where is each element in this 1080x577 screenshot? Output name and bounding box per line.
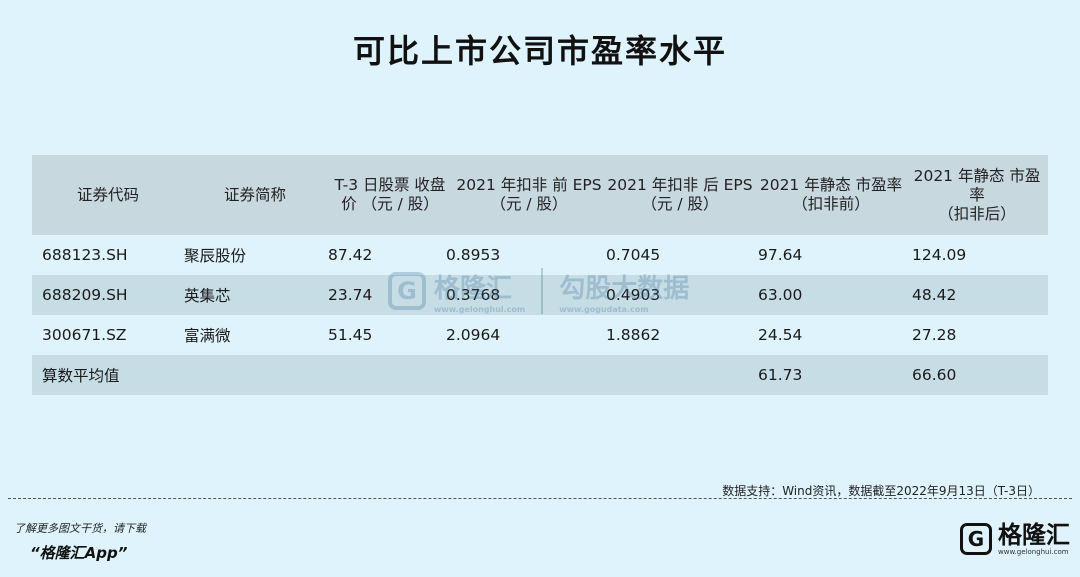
data-source-note: 数据支持：Wind资讯，数据截至2022年9月13日（T-3日） bbox=[722, 484, 1040, 498]
promo-text: 了解更多图文干货，请下载 bbox=[14, 522, 146, 535]
watermark-name: 格隆汇 www.gelonghui.com bbox=[434, 274, 526, 314]
header-security-code: 证券代码 bbox=[76, 185, 139, 204]
cell-price: 23.74 bbox=[328, 286, 373, 304]
cell-pe-after: 124.09 bbox=[912, 246, 967, 264]
dashed-divider bbox=[8, 498, 1072, 499]
header-eps-after: 2021 年扣非 后 EPS （元 / 股） bbox=[607, 176, 753, 213]
header-pe-before: 2021 年静态 市盈率 （扣非前） bbox=[759, 176, 903, 213]
cell-pe-after: 27.28 bbox=[912, 326, 957, 344]
pe-comparison-table: 证券代码 证券简称 T-3 日股票 收盘价 （元 / 股） 2021 年扣非 前… bbox=[32, 155, 1048, 395]
page-title: 可比上市公司市盈率水平 bbox=[352, 32, 727, 70]
cell-code: 688209.SH bbox=[42, 286, 128, 304]
cell-code: 688123.SH bbox=[42, 246, 128, 264]
cell-pe-before: 97.64 bbox=[758, 246, 803, 264]
cell-price: 87.42 bbox=[328, 246, 373, 264]
cell-name: 英集芯 bbox=[184, 287, 231, 305]
cell-eps-after: 0.4903 bbox=[606, 286, 661, 304]
cell-pe-before: 61.73 bbox=[758, 366, 803, 384]
table-row: 688209.SH 英集芯 23.74 0.3768 0.4903 63.00 … bbox=[32, 275, 1048, 315]
app-name: “格隆汇App” bbox=[30, 544, 128, 562]
brand-logo: G 格隆汇 www.gelonghui.com bbox=[960, 522, 1070, 556]
cell-eps-before: 0.8953 bbox=[446, 246, 501, 264]
cell-pe-before: 63.00 bbox=[758, 286, 803, 304]
table-row: 688123.SH 聚辰股份 87.42 0.8953 0.7045 97.64… bbox=[32, 235, 1048, 275]
cell-code: 300671.SZ bbox=[42, 326, 127, 344]
brand-g-icon: G bbox=[960, 523, 992, 555]
cell-eps-after: 1.8862 bbox=[606, 326, 661, 344]
cell-pe-before: 24.54 bbox=[758, 326, 803, 344]
cell-price: 51.45 bbox=[328, 326, 373, 344]
cell-eps-before: 0.3768 bbox=[446, 286, 501, 304]
cell-pe-after: 48.42 bbox=[912, 286, 957, 304]
header-security-name: 证券简称 bbox=[223, 185, 286, 204]
watermark: G 格隆汇 www.gelonghui.com 勾股大数据 www.goguda… bbox=[388, 268, 689, 314]
header-close-price: T-3 日股票 收盘价 （元 / 股） bbox=[334, 176, 446, 213]
cell-eps-after: 0.7045 bbox=[606, 246, 661, 264]
cell-pe-after: 66.60 bbox=[912, 366, 957, 384]
table-row: 300671.SZ 富满微 51.45 2.0964 1.8862 24.54 … bbox=[32, 315, 1048, 355]
table-row-average: 算数平均值 61.73 66.60 bbox=[32, 355, 1048, 395]
cell-eps-before: 2.0964 bbox=[446, 326, 501, 344]
watermark-divider bbox=[541, 268, 544, 314]
watermark-name2: 勾股大数据 www.gogudata.com bbox=[559, 274, 690, 314]
header-eps-before: 2021 年扣非 前 EPS （元 / 股） bbox=[456, 176, 602, 213]
cell-average-label: 算数平均值 bbox=[42, 367, 120, 385]
cell-name: 富满微 bbox=[184, 327, 231, 345]
header-pe-after: 2021 年静态 市盈率 （扣非后） bbox=[913, 166, 1041, 223]
table-header: 证券代码 证券简称 T-3 日股票 收盘价 （元 / 股） 2021 年扣非 前… bbox=[32, 155, 1048, 235]
brand-text: 格隆汇 www.gelonghui.com bbox=[998, 521, 1070, 556]
watermark-logo-icon: G bbox=[388, 272, 426, 310]
cell-name: 聚辰股份 bbox=[184, 247, 247, 265]
